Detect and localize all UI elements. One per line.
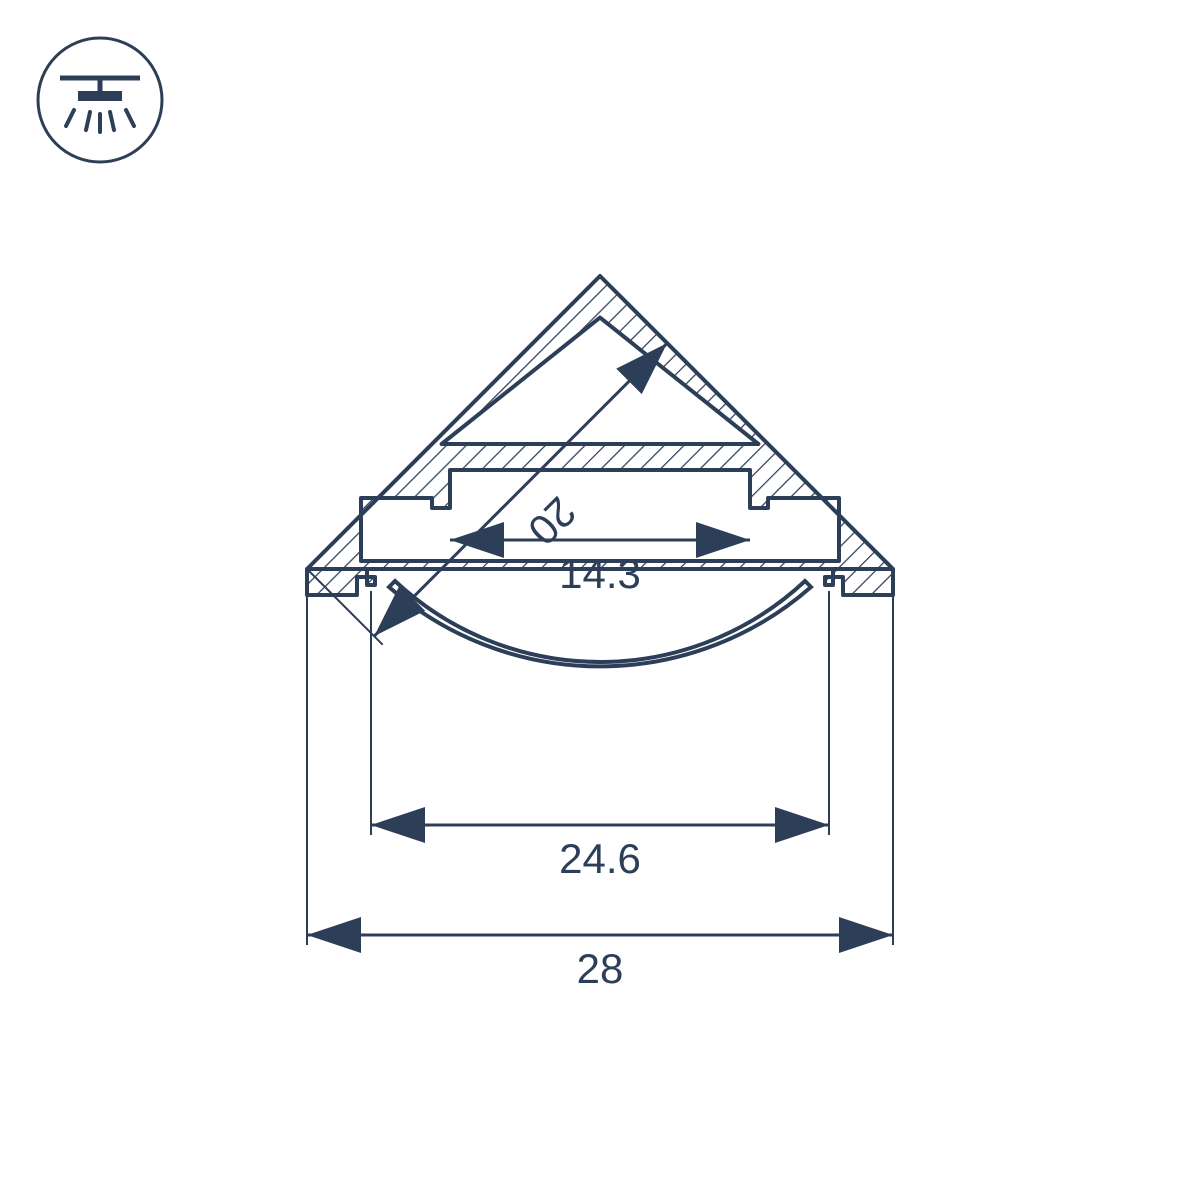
dim-28: 28 bbox=[307, 569, 893, 992]
dim-14-3-label: 14.3 bbox=[559, 550, 641, 597]
dim-28-label: 28 bbox=[577, 945, 624, 992]
dim-24-6: 24.6 bbox=[371, 591, 829, 882]
mount-icon bbox=[38, 38, 162, 162]
profile-cross-section bbox=[307, 276, 893, 666]
dim-24-6-label: 24.6 bbox=[559, 835, 641, 882]
dim-20-label: 20 bbox=[519, 488, 585, 554]
